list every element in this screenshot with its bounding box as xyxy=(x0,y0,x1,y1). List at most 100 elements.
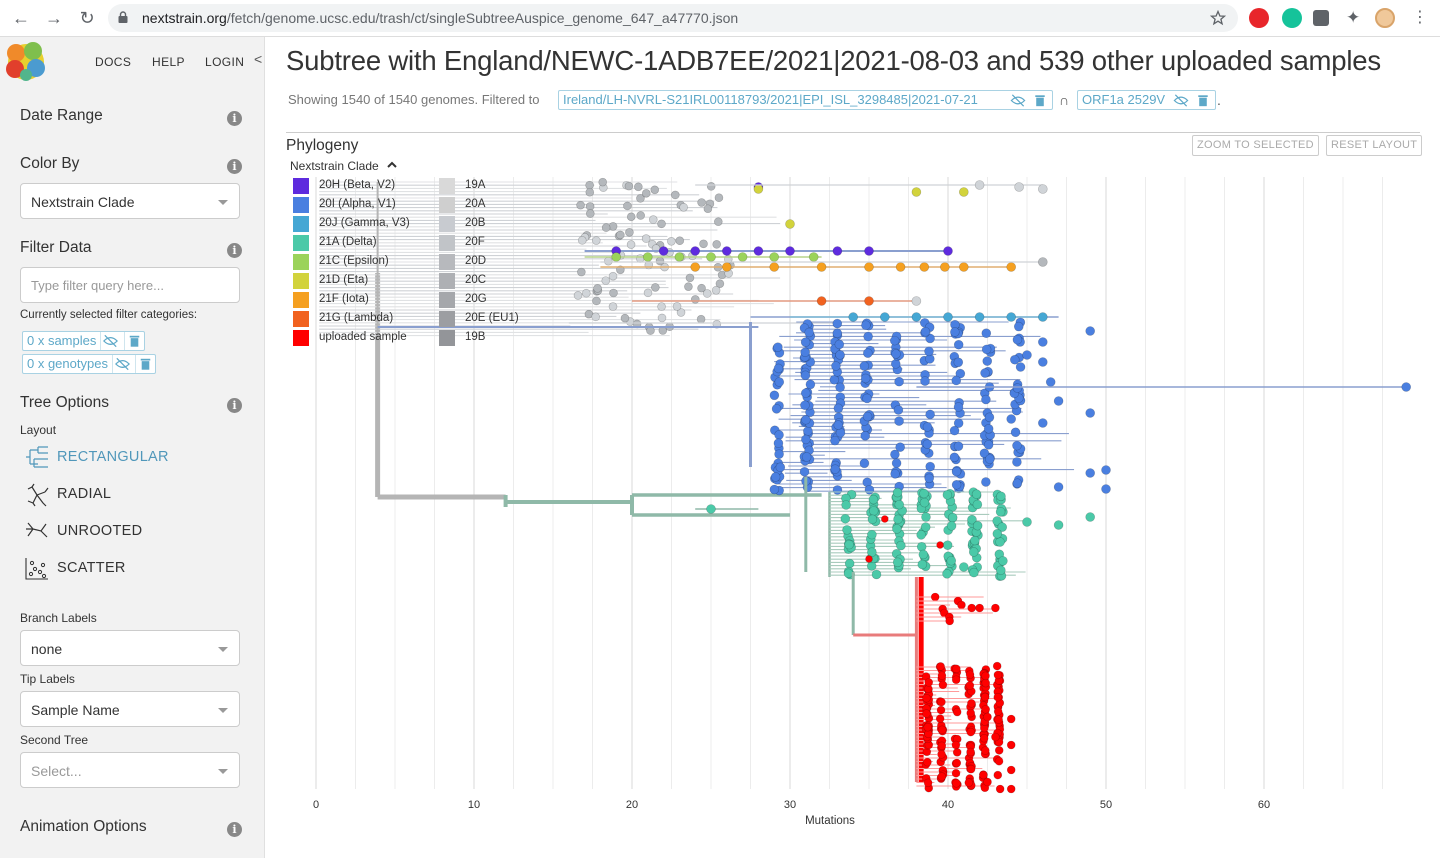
tree-tip[interactable] xyxy=(937,772,947,781)
tree-tip[interactable] xyxy=(997,522,1008,532)
info-icon[interactable]: i xyxy=(227,111,242,126)
tree-tip[interactable] xyxy=(937,725,947,735)
tree-tip[interactable] xyxy=(840,513,851,524)
tree-tip[interactable] xyxy=(1037,357,1048,367)
tree-tip[interactable] xyxy=(586,209,595,218)
tree-tip[interactable] xyxy=(982,356,993,366)
tree-tip[interactable] xyxy=(832,318,843,329)
tree-tip[interactable] xyxy=(995,537,1005,547)
tree-tip[interactable] xyxy=(642,252,653,262)
tree-tip[interactable] xyxy=(1037,337,1048,347)
tree-tip[interactable] xyxy=(967,699,976,708)
info-icon[interactable]: i xyxy=(227,159,242,174)
tree-tip[interactable] xyxy=(924,346,934,357)
tree-tip[interactable] xyxy=(643,288,653,298)
docs-link[interactable]: DOCS xyxy=(95,55,132,69)
tree-tip[interactable] xyxy=(993,670,1003,680)
tree-tip[interactable] xyxy=(623,201,632,211)
tree-tip[interactable] xyxy=(1006,414,1017,424)
tree-tip[interactable] xyxy=(577,267,586,277)
tree-tip[interactable] xyxy=(919,262,930,272)
tree-tip[interactable] xyxy=(721,262,732,272)
tree-tip[interactable] xyxy=(657,313,667,323)
tree-tip[interactable] xyxy=(859,458,870,469)
filter-query-input[interactable] xyxy=(20,267,240,303)
tree-tip[interactable] xyxy=(981,704,990,714)
tree-tip[interactable] xyxy=(800,337,811,347)
tree-tip[interactable] xyxy=(922,439,933,449)
tree-tip[interactable] xyxy=(917,559,928,570)
tree-tip[interactable] xyxy=(943,246,953,256)
tree-tip[interactable] xyxy=(800,400,810,411)
tree-tip[interactable] xyxy=(983,440,994,450)
tree-tip[interactable] xyxy=(937,750,946,759)
tree-tip[interactable] xyxy=(922,709,931,718)
tree-tip[interactable] xyxy=(616,265,625,275)
tree-tip[interactable] xyxy=(1014,182,1024,192)
tree-tip[interactable] xyxy=(994,756,1004,766)
tree-tip[interactable] xyxy=(690,246,701,256)
tree-tip[interactable] xyxy=(799,466,810,477)
mutation-filter-badge[interactable]: ORF1a 2529V xyxy=(1077,90,1216,110)
tree-tip[interactable] xyxy=(951,479,962,490)
tree-tip[interactable] xyxy=(974,312,985,322)
tree-tip[interactable] xyxy=(585,202,595,211)
tree-tip[interactable] xyxy=(773,363,784,374)
tree-tip[interactable] xyxy=(980,746,990,755)
tree-tip[interactable] xyxy=(946,521,957,531)
tree-tip[interactable] xyxy=(984,412,995,423)
tree-tip[interactable] xyxy=(922,422,933,432)
tree-tip[interactable] xyxy=(657,219,666,229)
back-arrow-icon[interactable]: ← xyxy=(12,8,30,28)
tree-tip[interactable] xyxy=(991,732,1000,742)
tree-tip[interactable] xyxy=(830,464,841,474)
tree-tip[interactable] xyxy=(864,484,875,495)
tree-tip[interactable] xyxy=(936,541,944,549)
tree-tip[interactable] xyxy=(1012,457,1022,467)
tree-tip[interactable] xyxy=(625,228,634,237)
phylogeny-tree[interactable] xyxy=(266,37,1440,858)
eye-slash-icon[interactable] xyxy=(1008,92,1028,109)
tree-tip[interactable] xyxy=(1015,362,1026,372)
tree-tip[interactable] xyxy=(995,507,1006,517)
tree-tip[interactable] xyxy=(608,222,618,231)
branch-labels-select[interactable]: none xyxy=(20,630,240,666)
tree-tip[interactable] xyxy=(949,452,960,463)
tree-tip[interactable] xyxy=(1012,383,1023,393)
tree-tip[interactable] xyxy=(949,425,960,436)
tree-tip[interactable] xyxy=(974,180,985,190)
tree-tip[interactable] xyxy=(1022,350,1032,360)
tree-tip[interactable] xyxy=(952,758,962,768)
tree-tip[interactable] xyxy=(616,230,625,240)
tree-tip[interactable] xyxy=(955,368,966,379)
tree-tip[interactable] xyxy=(943,312,953,322)
tree-tip[interactable] xyxy=(626,240,636,249)
tree-tip[interactable] xyxy=(800,347,810,358)
tree-tip[interactable] xyxy=(862,393,872,404)
tree-tip[interactable] xyxy=(920,376,930,386)
tree-tip[interactable] xyxy=(922,693,931,703)
tree-tip[interactable] xyxy=(1012,334,1023,345)
tree-tip[interactable] xyxy=(844,539,854,550)
tree-tip[interactable] xyxy=(991,603,1000,613)
login-link[interactable]: LOGIN xyxy=(205,55,245,69)
tree-tip[interactable] xyxy=(624,181,634,191)
tree-tip[interactable] xyxy=(573,291,583,300)
tree-tip[interactable] xyxy=(591,236,601,245)
tree-tip[interactable] xyxy=(831,361,841,371)
tree-tip[interactable] xyxy=(966,708,976,718)
tree-tip[interactable] xyxy=(773,438,784,449)
tree-tip[interactable] xyxy=(992,528,1003,539)
tree-tip[interactable] xyxy=(620,313,630,323)
tree-tip[interactable] xyxy=(1037,257,1048,267)
tree-tip[interactable] xyxy=(935,714,945,723)
tree-tip[interactable] xyxy=(773,342,783,352)
tree-tip[interactable] xyxy=(862,411,873,422)
tree-tip[interactable] xyxy=(979,770,988,780)
tree-tip[interactable] xyxy=(721,246,732,256)
tree-tip[interactable] xyxy=(952,707,962,717)
tree-tip[interactable] xyxy=(702,289,712,298)
tree-tip[interactable] xyxy=(924,678,934,687)
tree-tip[interactable] xyxy=(844,558,855,569)
tree-tip[interactable] xyxy=(1037,312,1048,322)
